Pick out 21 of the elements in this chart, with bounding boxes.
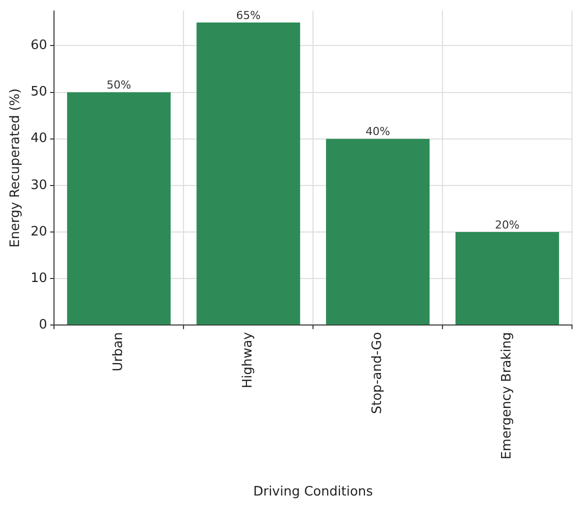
y-tick-label: 60 — [30, 38, 48, 54]
y-tick-label: 10 — [30, 270, 48, 286]
bar — [326, 138, 430, 325]
data-label: 20% — [495, 218, 520, 232]
y-tick-label: 30 — [30, 178, 48, 193]
y-axis-title: Energy Recuperated (%) — [8, 88, 24, 248]
x-tick-label: Stop-and-Go — [370, 332, 386, 414]
y-tick-label: 20 — [30, 224, 48, 240]
data-label: 50% — [106, 78, 132, 92]
x-tick-label: Emergency Braking — [500, 332, 515, 460]
y-tick-label: 0 — [38, 317, 48, 332]
y-tick-label: 50 — [30, 84, 48, 100]
data-label: 65% — [236, 8, 261, 22]
x-axis-title: Driving Conditions — [253, 484, 374, 500]
x-tick-label: Urban — [111, 332, 126, 372]
x-tick-label: Highway — [240, 332, 256, 388]
bar — [67, 92, 171, 325]
bar — [455, 232, 560, 325]
data-label: 40% — [366, 125, 390, 138]
y-tick-label: 40 — [30, 131, 48, 146]
bar — [196, 22, 300, 325]
